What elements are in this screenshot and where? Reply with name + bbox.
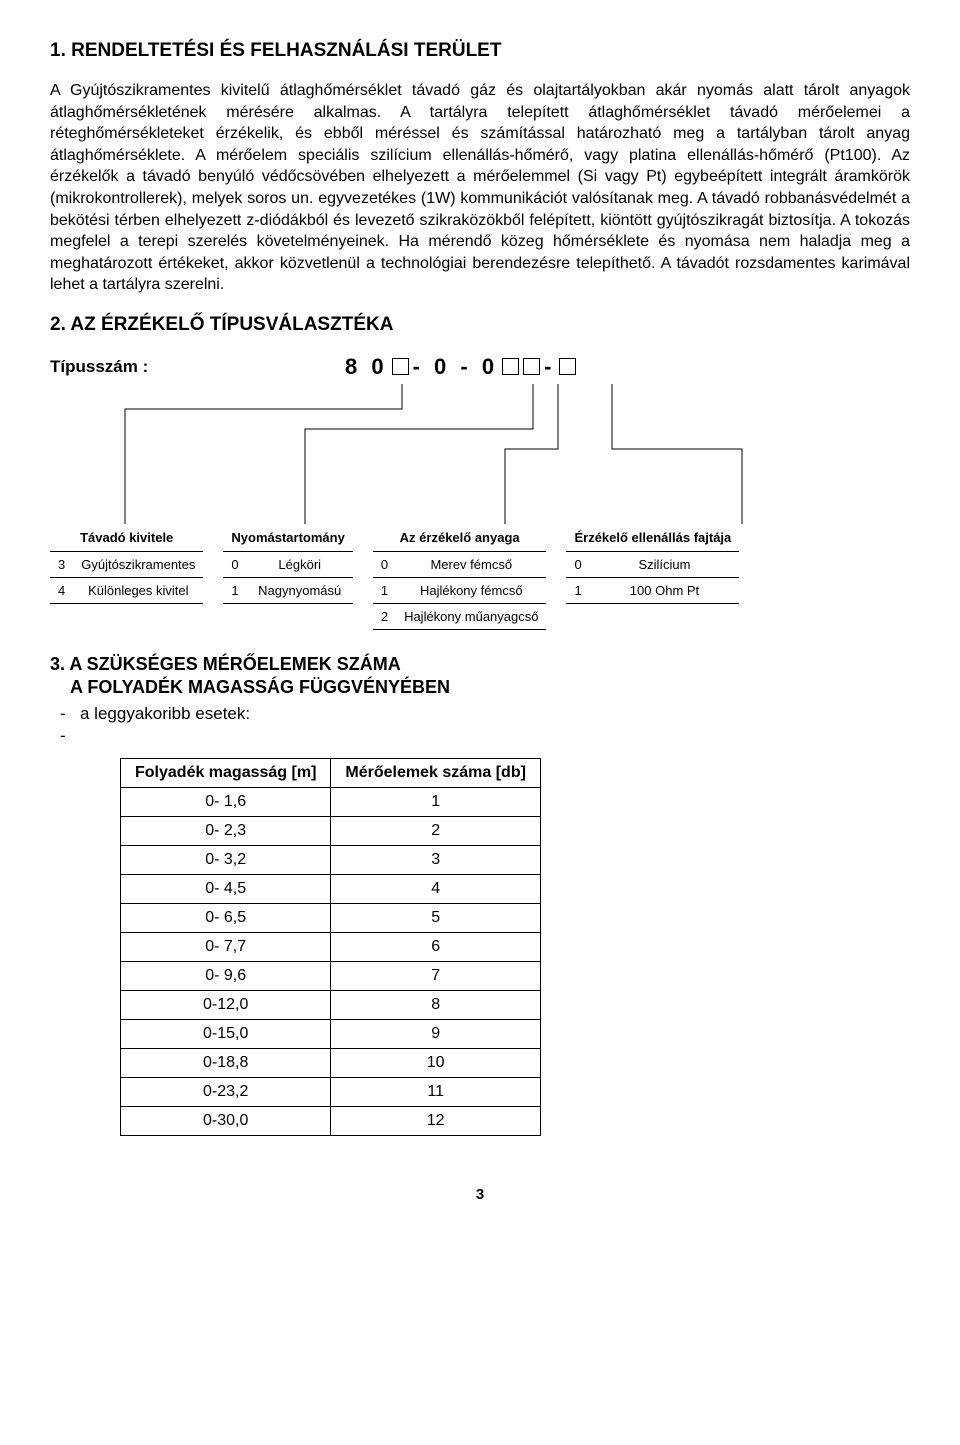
table-row: 0- 6,55 [121,903,541,932]
table-row: 0Légköri [223,551,352,577]
type-dash: - [544,354,555,380]
type-prefix: 8 0 [345,354,388,380]
fluid-cell: 0-30,0 [121,1106,331,1135]
fluid-cell: 0-12,0 [121,990,331,1019]
spec-label: Hajlékony műanyagcső [396,603,546,629]
table-row: 0- 7,76 [121,932,541,961]
fluid-cell: 0-15,0 [121,1019,331,1048]
spec-code: 0 [223,551,246,577]
table-row: 0-23,211 [121,1077,541,1106]
page-number: 3 [50,1186,910,1203]
fluid-cell: 10 [331,1048,541,1077]
spec-table-0: Távadó kivitele3Gyújtószikramentes4Külön… [50,524,203,604]
fluid-cell: 5 [331,903,541,932]
type-box-1 [392,358,409,375]
spec-label: Légköri [247,551,353,577]
table-row: 0-30,012 [121,1106,541,1135]
section3-bullet-1: a leggyakoribb esetek: [80,704,910,724]
table-row: 1Nagynyomású [223,577,352,603]
fluid-th-0: Folyadék magasság [m] [121,758,331,787]
fluid-cell: 2 [331,816,541,845]
table-row: 0- 1,61 [121,787,541,816]
spec-table-3-header: Érzékelő ellenállás fajtája [566,524,739,552]
table-row: 0- 2,32 [121,816,541,845]
table-row: 0Merev fémcső [373,551,547,577]
table-row: 1Hajlékony fémcső [373,577,547,603]
fluid-th-1: Mérőelemek száma [db] [331,758,541,787]
fluid-cell: 6 [331,932,541,961]
table-row: 0Szilícium [566,551,739,577]
spec-code: 3 [50,551,73,577]
fluid-table-header-row: Folyadék magasság [m] Mérőelemek száma [… [121,758,541,787]
type-number-row: Típusszám : 8 0 - 0 - 0 - [50,354,910,380]
table-row: 2Hajlékony műanyagcső [373,603,547,629]
type-box-2 [502,358,519,375]
fluid-cell: 7 [331,961,541,990]
fluid-cell: 1 [331,787,541,816]
type-box-4 [559,358,576,375]
spec-tables-row: Távadó kivitele3Gyújtószikramentes4Külön… [50,524,910,630]
spec-code: 0 [566,551,589,577]
type-box-3 [523,358,540,375]
fluid-cell: 0- 2,3 [121,816,331,845]
section3-subheading: A FOLYADÉK MAGASSÁG FÜGGVÉNYÉBEN [70,677,910,698]
fluid-cell: 11 [331,1077,541,1106]
fluid-cell: 12 [331,1106,541,1135]
spec-table-2-header: Az érzékelő anyaga [373,524,547,552]
table-row: 0-18,810 [121,1048,541,1077]
section3-bullet-empty [80,726,910,746]
section2-heading: 2. AZ ÉRZÉKELŐ TÍPUSVÁLASZTÉKA [50,314,910,336]
fluid-cell: 4 [331,874,541,903]
spec-label: Hajlékony fémcső [396,577,546,603]
table-row: 0- 4,54 [121,874,541,903]
table-row: 0- 9,67 [121,961,541,990]
spec-label: Merev fémcső [396,551,546,577]
fluid-cell: 0-18,8 [121,1048,331,1077]
table-row: 4Különleges kivitel [50,577,203,603]
type-mid: - 0 - 0 [413,354,498,380]
table-row: 0-12,08 [121,990,541,1019]
spec-table-0-header: Távadó kivitele [50,524,203,552]
spec-label: Különleges kivitel [73,577,203,603]
table-row: 3Gyújtószikramentes [50,551,203,577]
fluid-cell: 0- 7,7 [121,932,331,961]
type-connector-diagram [50,384,910,524]
fluid-cell: 0-23,2 [121,1077,331,1106]
type-label: Típusszám : [50,357,345,377]
fluid-table: Folyadék magasság [m] Mérőelemek száma [… [120,758,541,1136]
spec-code: 1 [566,577,589,603]
spec-code: 0 [373,551,396,577]
type-code: 8 0 - 0 - 0 - [345,354,576,380]
spec-label: Szilícium [590,551,740,577]
spec-code: 4 [50,577,73,603]
section1-heading: 1. RENDELTETÉSI ÉS FELHASZNÁLÁSI TERÜLET [50,40,910,62]
spec-code: 1 [223,577,246,603]
fluid-cell: 0- 6,5 [121,903,331,932]
section3-bullets: a leggyakoribb esetek: [50,704,910,746]
spec-label: 100 Ohm Pt [590,577,740,603]
spec-table-3: Érzékelő ellenállás fajtája0Szilícium110… [566,524,739,604]
section3-heading: 3. A SZÜKSÉGES MÉRŐELEMEK SZÁMA [50,654,910,675]
spec-table-2: Az érzékelő anyaga0Merev fémcső1Hajlékon… [373,524,547,630]
spec-code: 1 [373,577,396,603]
fluid-cell: 0- 3,2 [121,845,331,874]
table-row: 0- 3,23 [121,845,541,874]
spec-code: 2 [373,603,396,629]
table-row: 1100 Ohm Pt [566,577,739,603]
fluid-cell: 0- 1,6 [121,787,331,816]
fluid-cell: 3 [331,845,541,874]
spec-label: Nagynyomású [247,577,353,603]
spec-label: Gyújtószikramentes [73,551,203,577]
fluid-cell: 0- 9,6 [121,961,331,990]
fluid-cell: 8 [331,990,541,1019]
spec-table-1: Nyomástartomány0Légköri1Nagynyomású [223,524,352,604]
fluid-cell: 9 [331,1019,541,1048]
section1-paragraph: A Gyújtószikramentes kivitelű átlaghőmér… [50,80,910,296]
spec-table-1-header: Nyomástartomány [223,524,352,552]
connector-svg [50,384,910,524]
table-row: 0-15,09 [121,1019,541,1048]
fluid-cell: 0- 4,5 [121,874,331,903]
